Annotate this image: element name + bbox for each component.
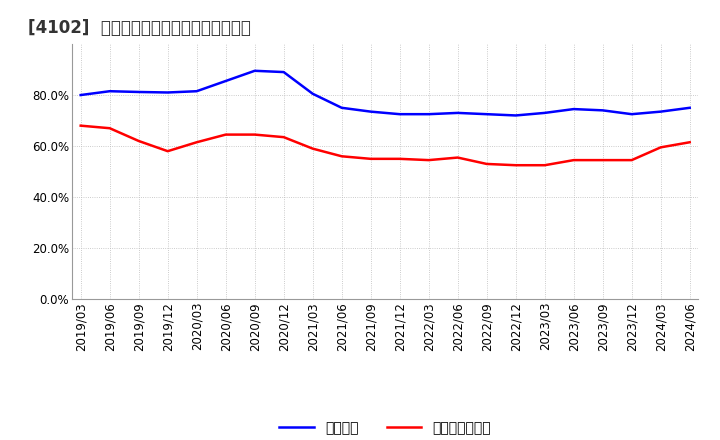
固定比率 <box>511 113 520 118</box>
固定比率 <box>395 111 404 117</box>
固定比率 <box>135 89 143 95</box>
固定長期適合率 <box>570 158 578 163</box>
固定比率 <box>338 105 346 110</box>
Text: [4102]  固定比率、固定長期適合率の推移: [4102] 固定比率、固定長期適合率の推移 <box>28 19 251 37</box>
固定長期適合率 <box>657 145 665 150</box>
固定比率 <box>279 70 288 75</box>
固定長期適合率 <box>221 132 230 137</box>
固定長期適合率 <box>685 139 694 145</box>
固定長期適合率 <box>135 138 143 143</box>
固定長期適合率 <box>511 162 520 168</box>
固定比率 <box>657 109 665 114</box>
固定長期適合率 <box>105 125 114 131</box>
固定長期適合率 <box>366 156 375 161</box>
固定長期適合率 <box>251 132 259 137</box>
固定比率 <box>627 111 636 117</box>
固定比率 <box>482 111 491 117</box>
固定長期適合率 <box>338 154 346 159</box>
固定比率 <box>454 110 462 116</box>
Legend: 固定比率, 固定長期適合率: 固定比率, 固定長期適合率 <box>274 415 497 440</box>
固定長期適合率 <box>541 162 549 168</box>
固定長期適合率 <box>279 135 288 140</box>
固定長期適合率 <box>424 158 433 163</box>
固定長期適合率 <box>308 146 317 151</box>
固定比率 <box>163 90 172 95</box>
固定比率 <box>424 111 433 117</box>
固定比率 <box>105 88 114 94</box>
Line: 固定比率: 固定比率 <box>81 71 690 115</box>
固定長期適合率 <box>482 161 491 167</box>
固定比率 <box>570 106 578 112</box>
固定長期適合率 <box>454 155 462 160</box>
固定比率 <box>366 109 375 114</box>
固定比率 <box>221 78 230 84</box>
固定比率 <box>192 88 201 94</box>
固定比率 <box>308 91 317 96</box>
固定比率 <box>685 105 694 110</box>
固定比率 <box>541 110 549 116</box>
固定比率 <box>76 92 85 98</box>
Line: 固定長期適合率: 固定長期適合率 <box>81 126 690 165</box>
固定長期適合率 <box>76 123 85 128</box>
固定比率 <box>598 108 607 113</box>
固定長期適合率 <box>163 149 172 154</box>
固定長期適合率 <box>598 158 607 163</box>
固定長期適合率 <box>192 139 201 145</box>
固定比率 <box>251 68 259 73</box>
固定長期適合率 <box>395 156 404 161</box>
固定長期適合率 <box>627 158 636 163</box>
